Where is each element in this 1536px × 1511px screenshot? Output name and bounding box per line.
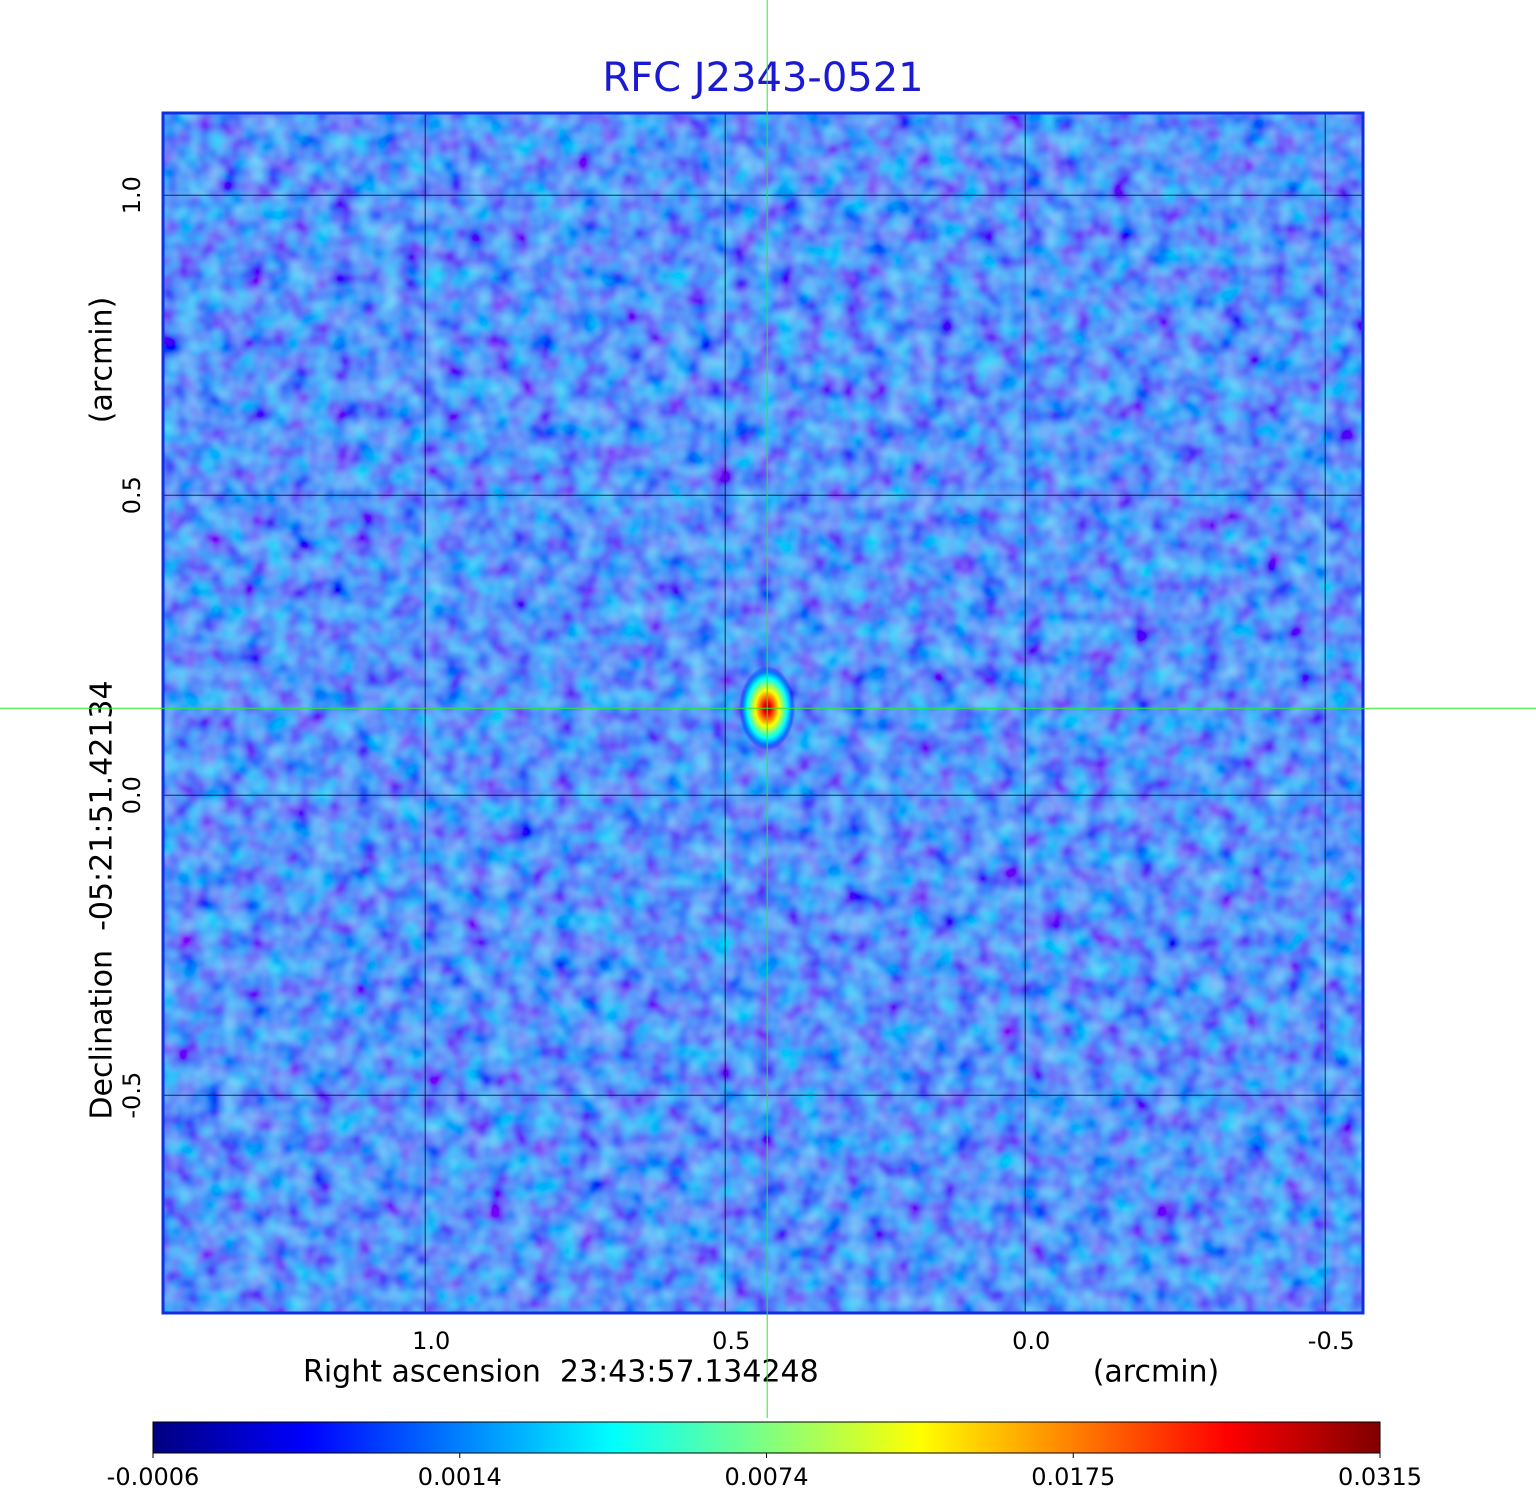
y-tick-label: -0.5 xyxy=(118,1072,146,1119)
x-axis-label: Right ascension 23:43:57.134248 xyxy=(303,1355,819,1390)
colorbar-tick-label: 0.0014 xyxy=(418,1463,502,1491)
colorbar-tick-label: 0.0074 xyxy=(725,1463,809,1491)
y-tick-label: 1.0 xyxy=(118,176,146,214)
colorbar-tick-label: -0.0006 xyxy=(107,1463,200,1491)
chart-title: RFC J2343-0521 xyxy=(602,55,923,101)
y-tick-label: 0.0 xyxy=(118,776,146,814)
colorbar-tick-label: 0.0315 xyxy=(1338,1463,1422,1491)
x-axis-unit: (arcmin) xyxy=(1093,1355,1220,1390)
plot-frame xyxy=(161,111,1365,1315)
plot-area xyxy=(163,113,1363,1313)
y-axis-label: Declination -05:21:51.42134 xyxy=(85,680,120,1119)
x-tick-label: 1.0 xyxy=(412,1327,450,1355)
y-axis-unit: (arcmin) xyxy=(85,297,120,424)
y-tick-label: 0.5 xyxy=(118,476,146,514)
x-tick-label: 0.0 xyxy=(1012,1327,1050,1355)
colorbar-tick-label: 0.0175 xyxy=(1031,1463,1115,1491)
colorbar xyxy=(152,1421,1381,1454)
x-tick-label: -0.5 xyxy=(1308,1327,1355,1355)
x-tick-label: 0.5 xyxy=(712,1327,750,1355)
